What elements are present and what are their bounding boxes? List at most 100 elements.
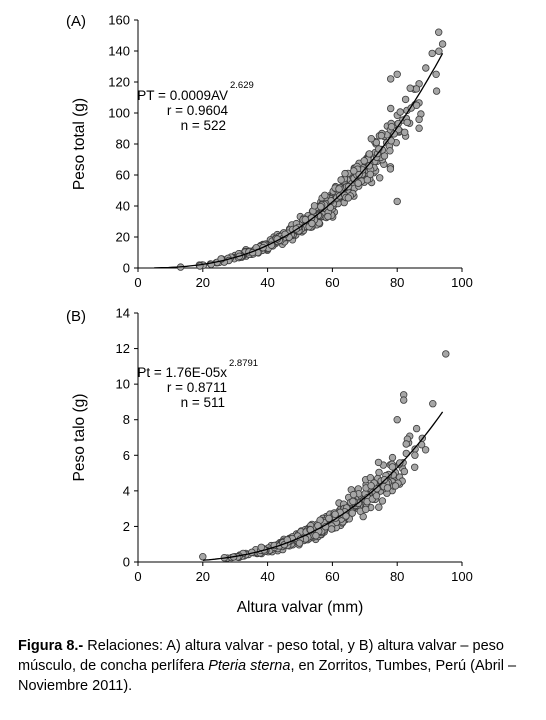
panel-b-r-value: r = 0.8711 [167, 380, 227, 395]
panel-a-n-value: n = 522 [181, 118, 226, 133]
caption-text-before: Relaciones: A) altura valvar - peso tota… [18, 638, 504, 674]
panel-b-data-point [378, 497, 387, 505]
panel-a-data-point [360, 157, 368, 165]
panel-b-data-point [312, 532, 320, 540]
panel-b-data-point [402, 440, 410, 448]
panel-a-data-point [344, 194, 352, 202]
panel-a-data-point [354, 179, 362, 187]
panel-a-data-point [321, 191, 329, 199]
panel-a-equation: PT = 0.0009AV [137, 88, 228, 103]
panel-a-data-point [415, 115, 423, 124]
caption-text-after: , en Zorritos, Tumbes, Perú (Abril – Nov… [18, 658, 517, 694]
panel-a-data-point [341, 169, 349, 178]
panel-a-peso-total: 0 20 40 60 80 100 120 140 160 0 20 40 60 80 100 (A) Peso… [66, 13, 473, 291]
panel-b-n-value: n = 511 [181, 395, 225, 410]
panel-a-data-point [393, 197, 401, 206]
panel-a-data-point [365, 162, 373, 170]
panel-b-data-point [442, 350, 450, 358]
panel-b-data-point [375, 468, 383, 477]
panel-a-y-tick-label: 80 [116, 137, 130, 152]
panel-b-label: (B) [66, 308, 86, 325]
panel-a-data-point [403, 118, 411, 127]
panel-a-data-point [438, 40, 447, 48]
caption-species: Pteria sterna [208, 658, 291, 674]
panel-a-x-tick-label: 60 [325, 275, 339, 290]
panel-a-data-point [393, 70, 401, 78]
panel-b-y-axis-label: Peso talo (g) [71, 394, 88, 482]
panel-b-y-tick-label: 0 [123, 555, 130, 570]
panel-a-data-point [350, 167, 358, 175]
panel-a-fit-curve [154, 52, 444, 269]
panel-b-x-tick-label: 80 [390, 569, 404, 584]
panel-a-scatter-points [176, 28, 447, 271]
panel-b-data-point [366, 474, 375, 482]
panel-a-y-tick-label: 20 [116, 230, 130, 245]
panel-a-data-point [367, 134, 375, 143]
panel-b-data-point [348, 509, 356, 517]
panel-a-data-point [387, 75, 395, 83]
panel-a-data-point [435, 47, 443, 55]
panel-b-data-point [429, 400, 437, 408]
panel-a-y-tick-label: 120 [108, 75, 130, 90]
panel-a-label: (A) [66, 13, 86, 30]
panel-b-data-point [388, 453, 397, 462]
panel-a-data-point [377, 131, 386, 140]
panel-b-x-axis-label: Altura valvar (mm) [237, 599, 364, 616]
panel-b-data-point [349, 490, 358, 499]
panel-b-data-point [421, 446, 430, 454]
panel-b-y-tick-label: 10 [116, 377, 130, 392]
panel-b-data-point [349, 497, 357, 506]
panel-b-y-tick-label: 6 [123, 448, 130, 463]
panel-a-data-point [324, 212, 332, 221]
panel-b-data-point [400, 467, 409, 476]
caption-lead: Figura 8.- [18, 638, 84, 654]
panel-b-data-point [327, 525, 336, 533]
panel-a-y-tick-label: 160 [108, 13, 130, 28]
panel-a-data-point [432, 87, 441, 95]
panel-b-data-point [374, 458, 383, 467]
panel-b-data-point [388, 463, 397, 471]
panel-a-data-point [406, 84, 414, 92]
panel-b-peso-talo: 0 2 4 6 8 10 12 14 0 20 40 60 80 100 (B) Peso talo (g) A… [66, 306, 473, 617]
panel-a-data-point [412, 85, 421, 93]
panel-a-data-point [387, 122, 396, 131]
panel-a-y-axis-label: Peso total (g) [71, 98, 88, 190]
panel-a-data-point [317, 202, 325, 211]
panel-b-y-tick-label: 2 [123, 519, 130, 534]
panel-a-x-tick-label: 20 [196, 275, 210, 290]
panel-a-data-point [365, 150, 373, 158]
panel-b-data-point [383, 484, 392, 492]
panel-a-data-point [412, 101, 421, 109]
panel-b-x-tick-label: 20 [196, 569, 210, 584]
panel-a-x-tick-label: 40 [260, 275, 274, 290]
panel-b-y-tick-label: 4 [123, 483, 130, 498]
panel-b-x-tick-label: 0 [134, 569, 141, 584]
panel-a-data-point [401, 95, 410, 104]
panel-a-data-point [428, 49, 436, 58]
figure-caption: Figura 8.- Relaciones: A) altura valvar … [18, 636, 533, 696]
panel-b-data-point [412, 424, 421, 433]
panel-a-data-point [386, 147, 394, 155]
panel-b-data-point [331, 510, 339, 518]
panel-a-data-point [390, 130, 398, 138]
panel-b-data-point [411, 463, 419, 471]
panel-a-x-tick-label: 80 [390, 275, 404, 290]
panel-b-data-point [396, 459, 404, 467]
panel-b-x-tick-label: 60 [325, 569, 339, 584]
panel-a-data-point [415, 124, 423, 132]
panel-a-data-point [335, 185, 343, 193]
panel-a-data-point [435, 28, 443, 36]
panel-a-data-point [432, 70, 440, 78]
panel-b-equation: Pt = 1.76E-05x [137, 365, 227, 380]
panel-a-r-value: r = 0.9604 [167, 103, 229, 118]
panel-b-y-tick-label: 12 [116, 341, 130, 356]
panel-a-y-tick-label: 0 [123, 261, 130, 276]
panel-a-data-point [386, 165, 395, 173]
panel-b-data-point [373, 485, 381, 493]
panel-b-x-tick-label: 40 [260, 569, 274, 584]
panel-b-data-point [199, 553, 207, 561]
panel-b-fit-curve [202, 411, 444, 561]
panel-a-x-tick-label: 100 [451, 275, 473, 290]
panel-a-data-point [372, 138, 381, 147]
